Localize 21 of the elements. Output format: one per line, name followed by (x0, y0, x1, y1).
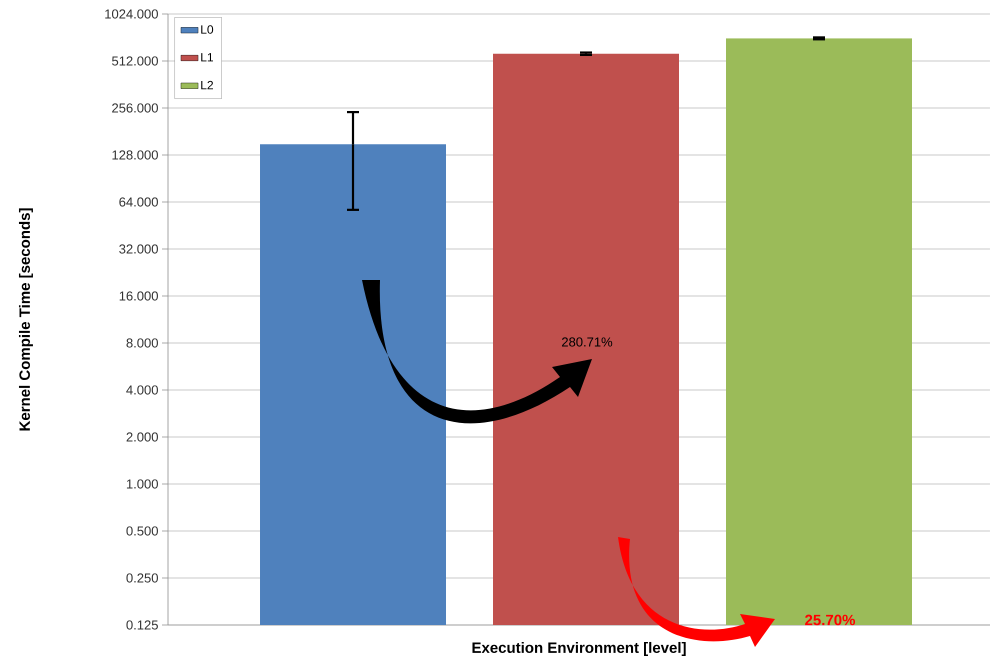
y-tick-label: 256.000 (112, 103, 158, 113)
y-tick-label: 128.000 (112, 150, 158, 160)
y-tick-label: 0.125 (126, 620, 158, 630)
y-tick-label: 512.000 (112, 56, 158, 66)
y-tick-label: 0.500 (126, 526, 158, 536)
y-tick-label: 16.000 (120, 291, 158, 301)
legend-label: L0 (201, 25, 214, 34)
annotation: 280.71% (562, 337, 612, 347)
y-tick-label: 1.000 (126, 479, 158, 489)
y-tick-label: 8.000 (126, 338, 158, 348)
y-tick-label: 32.000 (119, 244, 158, 254)
legend-label: L1 (201, 53, 214, 62)
y-tick-label: 4.000 (126, 385, 158, 395)
y-tick-label: 2.000 (126, 432, 158, 442)
y-tick-label: 64.000 (119, 197, 158, 207)
y-axis-title: Kernel Compile Time [seconds] (18, 208, 33, 430)
y-tick-label: 0.250 (126, 573, 158, 583)
y-tick-label: 1024.000 (105, 9, 158, 19)
x-axis-title: Execution Environment [level] (472, 642, 686, 656)
legend-label: L2 (201, 80, 213, 90)
annotation: 25.70% (805, 614, 856, 626)
